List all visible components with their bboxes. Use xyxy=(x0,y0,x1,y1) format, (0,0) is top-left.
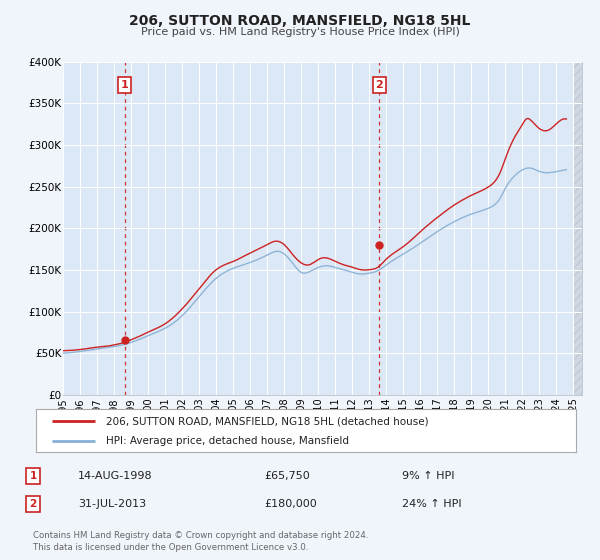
Text: Contains HM Land Registry data © Crown copyright and database right 2024.
This d: Contains HM Land Registry data © Crown c… xyxy=(33,531,368,552)
Text: 2: 2 xyxy=(375,80,383,90)
Text: £65,750: £65,750 xyxy=(264,471,310,481)
Text: HPI: Average price, detached house, Mansfield: HPI: Average price, detached house, Mans… xyxy=(106,436,349,446)
Text: £180,000: £180,000 xyxy=(264,499,317,509)
Text: 1: 1 xyxy=(29,471,37,481)
Text: 24% ↑ HPI: 24% ↑ HPI xyxy=(402,499,461,509)
Text: 1: 1 xyxy=(121,80,128,90)
Text: 14-AUG-1998: 14-AUG-1998 xyxy=(78,471,152,481)
Text: 206, SUTTON ROAD, MANSFIELD, NG18 5HL (detached house): 206, SUTTON ROAD, MANSFIELD, NG18 5HL (d… xyxy=(106,416,429,426)
Text: 9% ↑ HPI: 9% ↑ HPI xyxy=(402,471,455,481)
Text: 206, SUTTON ROAD, MANSFIELD, NG18 5HL: 206, SUTTON ROAD, MANSFIELD, NG18 5HL xyxy=(130,14,470,28)
Bar xyxy=(574,62,582,395)
Text: Price paid vs. HM Land Registry's House Price Index (HPI): Price paid vs. HM Land Registry's House … xyxy=(140,27,460,37)
Text: 2: 2 xyxy=(29,499,37,509)
Text: 31-JUL-2013: 31-JUL-2013 xyxy=(78,499,146,509)
